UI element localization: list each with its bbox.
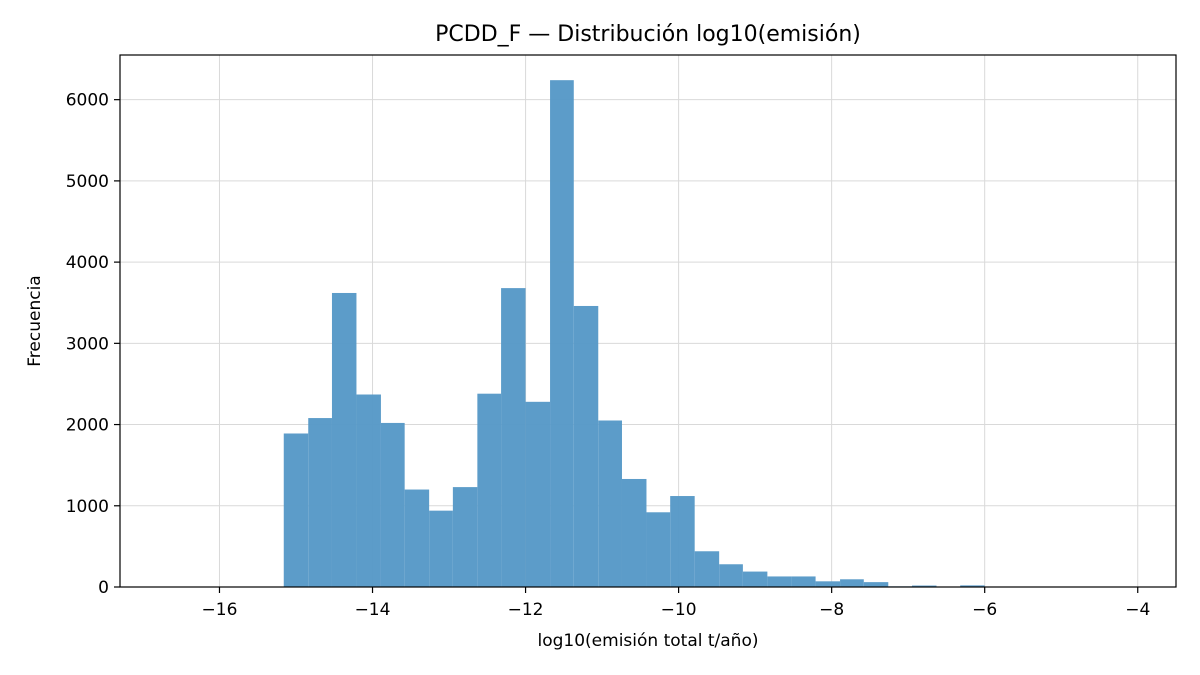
histogram-bar <box>501 288 526 587</box>
histogram-bar <box>477 393 502 587</box>
chart-title: PCDD_F — Distribución log10(emisión) <box>435 22 861 47</box>
y-tick-label: 3000 <box>66 334 109 354</box>
histogram-bar <box>429 510 453 587</box>
histogram-bar <box>598 420 622 587</box>
y-tick-label: 1000 <box>66 497 109 517</box>
y-tick-label: 4000 <box>66 253 109 273</box>
histogram-bar <box>694 551 720 587</box>
histogram-bar <box>621 478 647 587</box>
histogram-bar <box>912 585 937 587</box>
x-tick-label: −10 <box>661 600 697 620</box>
x-tick-label: −6 <box>972 600 997 620</box>
histogram-bar <box>719 564 743 587</box>
histogram-bar <box>356 394 381 587</box>
histogram-bar <box>283 433 309 587</box>
histogram-bar <box>380 422 405 587</box>
x-tick-label: −14 <box>355 600 391 620</box>
y-tick-label: 6000 <box>66 91 109 111</box>
histogram-bar <box>331 292 357 587</box>
y-tick-label: 5000 <box>66 172 109 192</box>
histogram-bar <box>525 401 551 587</box>
histogram-bars <box>283 80 1141 588</box>
y-axis-label: Frecuencia <box>25 275 45 366</box>
histogram-bar <box>960 585 985 587</box>
x-axis-label: log10(emisión total t/año) <box>538 631 759 651</box>
x-tick-label: −12 <box>508 600 544 620</box>
x-tick-label: −16 <box>202 600 238 620</box>
x-axis: −16 −14 −12 −10 −8 −6 −4 <box>202 587 1150 620</box>
y-tick-label: 2000 <box>66 416 109 436</box>
histogram-bar <box>670 496 695 587</box>
plot-area <box>120 55 1176 587</box>
histogram-bar <box>863 582 889 587</box>
histogram-bar <box>452 487 478 587</box>
histogram-bar <box>840 579 864 587</box>
histogram-bar <box>646 512 671 587</box>
histogram-bar <box>767 576 792 587</box>
y-axis: 0 1000 2000 3000 4000 5000 6000 <box>66 91 120 598</box>
x-tick-label: −4 <box>1125 600 1150 620</box>
plot-frame <box>119 54 1177 588</box>
histogram-bar <box>791 576 816 587</box>
x-tick-label: −8 <box>819 600 844 620</box>
histogram-bar <box>742 571 768 587</box>
histogram-bar <box>404 489 430 587</box>
histogram-bar <box>308 418 332 587</box>
histogram-bar <box>573 305 599 587</box>
y-tick-label: 0 <box>98 578 109 598</box>
histogram-bar <box>550 80 574 588</box>
histogram-bar <box>815 581 841 587</box>
